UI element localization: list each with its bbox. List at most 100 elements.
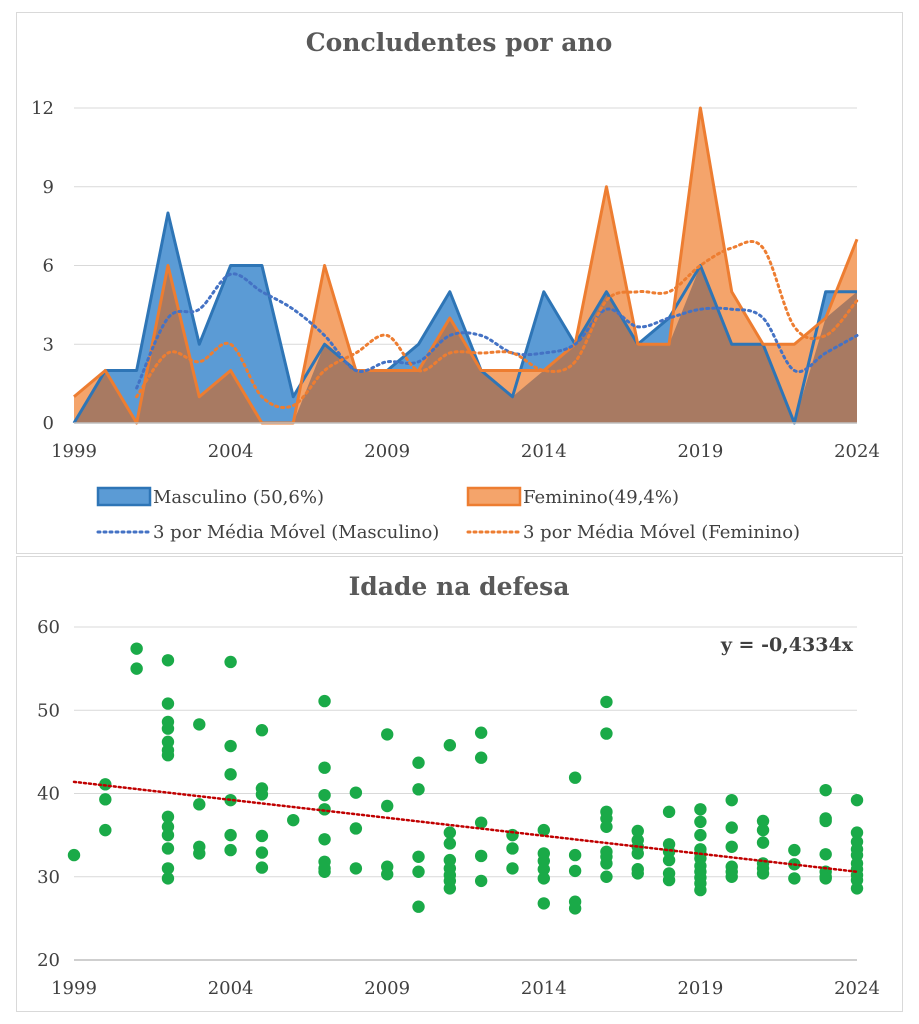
feminino-line [73, 106, 859, 425]
x-tick-label: 2004 [208, 978, 254, 999]
data-point [412, 865, 425, 878]
moving-average-feminino [135, 239, 859, 409]
data-point [694, 803, 707, 816]
data-point [756, 814, 770, 828]
data-point [788, 872, 801, 885]
data-point [662, 853, 676, 867]
masculino-line [72, 211, 857, 425]
x-tick-label: 1999 [51, 441, 97, 462]
data-point [850, 826, 864, 839]
data-point [474, 849, 488, 863]
data-point [130, 642, 143, 655]
data-point [412, 783, 425, 796]
data-point [443, 739, 457, 752]
x-tick-label: 2009 [364, 441, 410, 462]
data-point [381, 868, 394, 881]
data-point [161, 842, 175, 855]
data-point [349, 822, 363, 835]
data-point [694, 883, 707, 897]
y-tick-label: 20 [37, 950, 60, 971]
data-point [161, 828, 175, 842]
data-point [600, 857, 613, 870]
data-point [474, 816, 488, 829]
data-point [568, 771, 582, 784]
legend-label: 3 por Média Móvel (Feminino) [523, 522, 800, 543]
data-point [537, 872, 550, 885]
data-point [193, 798, 206, 811]
data-point [568, 902, 582, 915]
data-point [568, 848, 582, 862]
legend-label: 3 por Média Móvel (Masculino) [153, 522, 439, 543]
y-tick-label: 40 [37, 784, 60, 805]
data-point [443, 882, 457, 895]
data-point [224, 828, 237, 842]
y-tick-label: 12 [31, 98, 54, 119]
x-tick-label: 2004 [208, 441, 254, 462]
data-point [819, 814, 832, 828]
data-point [788, 843, 801, 857]
data-point [381, 799, 394, 813]
data-point [161, 872, 175, 885]
data-point [694, 815, 707, 829]
y-tick-label: 9 [43, 177, 54, 198]
data-point [819, 783, 832, 797]
data-point [255, 788, 269, 801]
data-point [568, 864, 582, 878]
legend-label: Masculino (50,6%) [153, 487, 324, 508]
data-point [287, 813, 300, 827]
y-tick-label: 30 [37, 867, 60, 888]
data-point [255, 861, 269, 874]
data-point [255, 829, 269, 843]
data-point [224, 768, 237, 781]
data-point [161, 862, 175, 875]
data-point [725, 821, 738, 834]
y-tick-label: 0 [43, 413, 54, 434]
x-tick-label: 2009 [364, 978, 410, 999]
data-point [506, 862, 519, 875]
data-point [443, 837, 457, 850]
data-point [255, 724, 269, 737]
data-point [255, 846, 269, 859]
data-point [99, 793, 112, 806]
y-tick-label: 3 [43, 334, 54, 355]
y-tick-label: 50 [37, 700, 60, 721]
trendline-equation: y = -0,4334x [720, 634, 854, 656]
data-point [662, 805, 676, 819]
data-point [850, 882, 864, 895]
data-point [412, 900, 425, 913]
moving-average-masculino [135, 272, 859, 390]
data-point [600, 695, 613, 709]
chart-panel-concludentes: Concludentes por ano 0 3 6 9 12 1999 2004 2009 2… [16, 12, 903, 554]
data-point [193, 847, 206, 860]
data-point [412, 850, 425, 863]
scatter-chart-idade: Idade na defesa 20 30 40 50 60 1999 2004 2009 20… [37, 572, 880, 999]
data-point [161, 654, 175, 667]
data-point [224, 739, 237, 753]
data-point [756, 823, 770, 837]
data-point [381, 728, 394, 741]
data-point [537, 897, 550, 910]
data-point [756, 867, 770, 880]
data-point [161, 749, 175, 762]
data-point [130, 662, 143, 675]
chart-title: Idade na defesa [349, 572, 570, 601]
data-point [819, 872, 832, 885]
data-point [193, 718, 206, 731]
data-point [600, 727, 613, 740]
data-point [161, 810, 175, 824]
chart-panel-idade: Idade na defesa 20 30 40 50 60 1999 2004 2009 20… [16, 556, 903, 1012]
y-tick-label: 6 [43, 256, 54, 277]
data-point [631, 867, 644, 880]
data-point [318, 788, 331, 802]
data-point [600, 820, 613, 833]
data-point [224, 655, 237, 669]
data-point [474, 726, 488, 739]
data-point [631, 824, 644, 838]
data-point [506, 842, 519, 855]
data-point [161, 697, 175, 710]
y-tick-label: 60 [37, 617, 60, 638]
legend-swatch [96, 486, 152, 507]
area-chart-concludentes: Concludentes por ano 0 3 6 9 12 1999 2004 2009 2… [31, 28, 880, 543]
data-point [694, 828, 707, 842]
data-point [349, 786, 363, 799]
